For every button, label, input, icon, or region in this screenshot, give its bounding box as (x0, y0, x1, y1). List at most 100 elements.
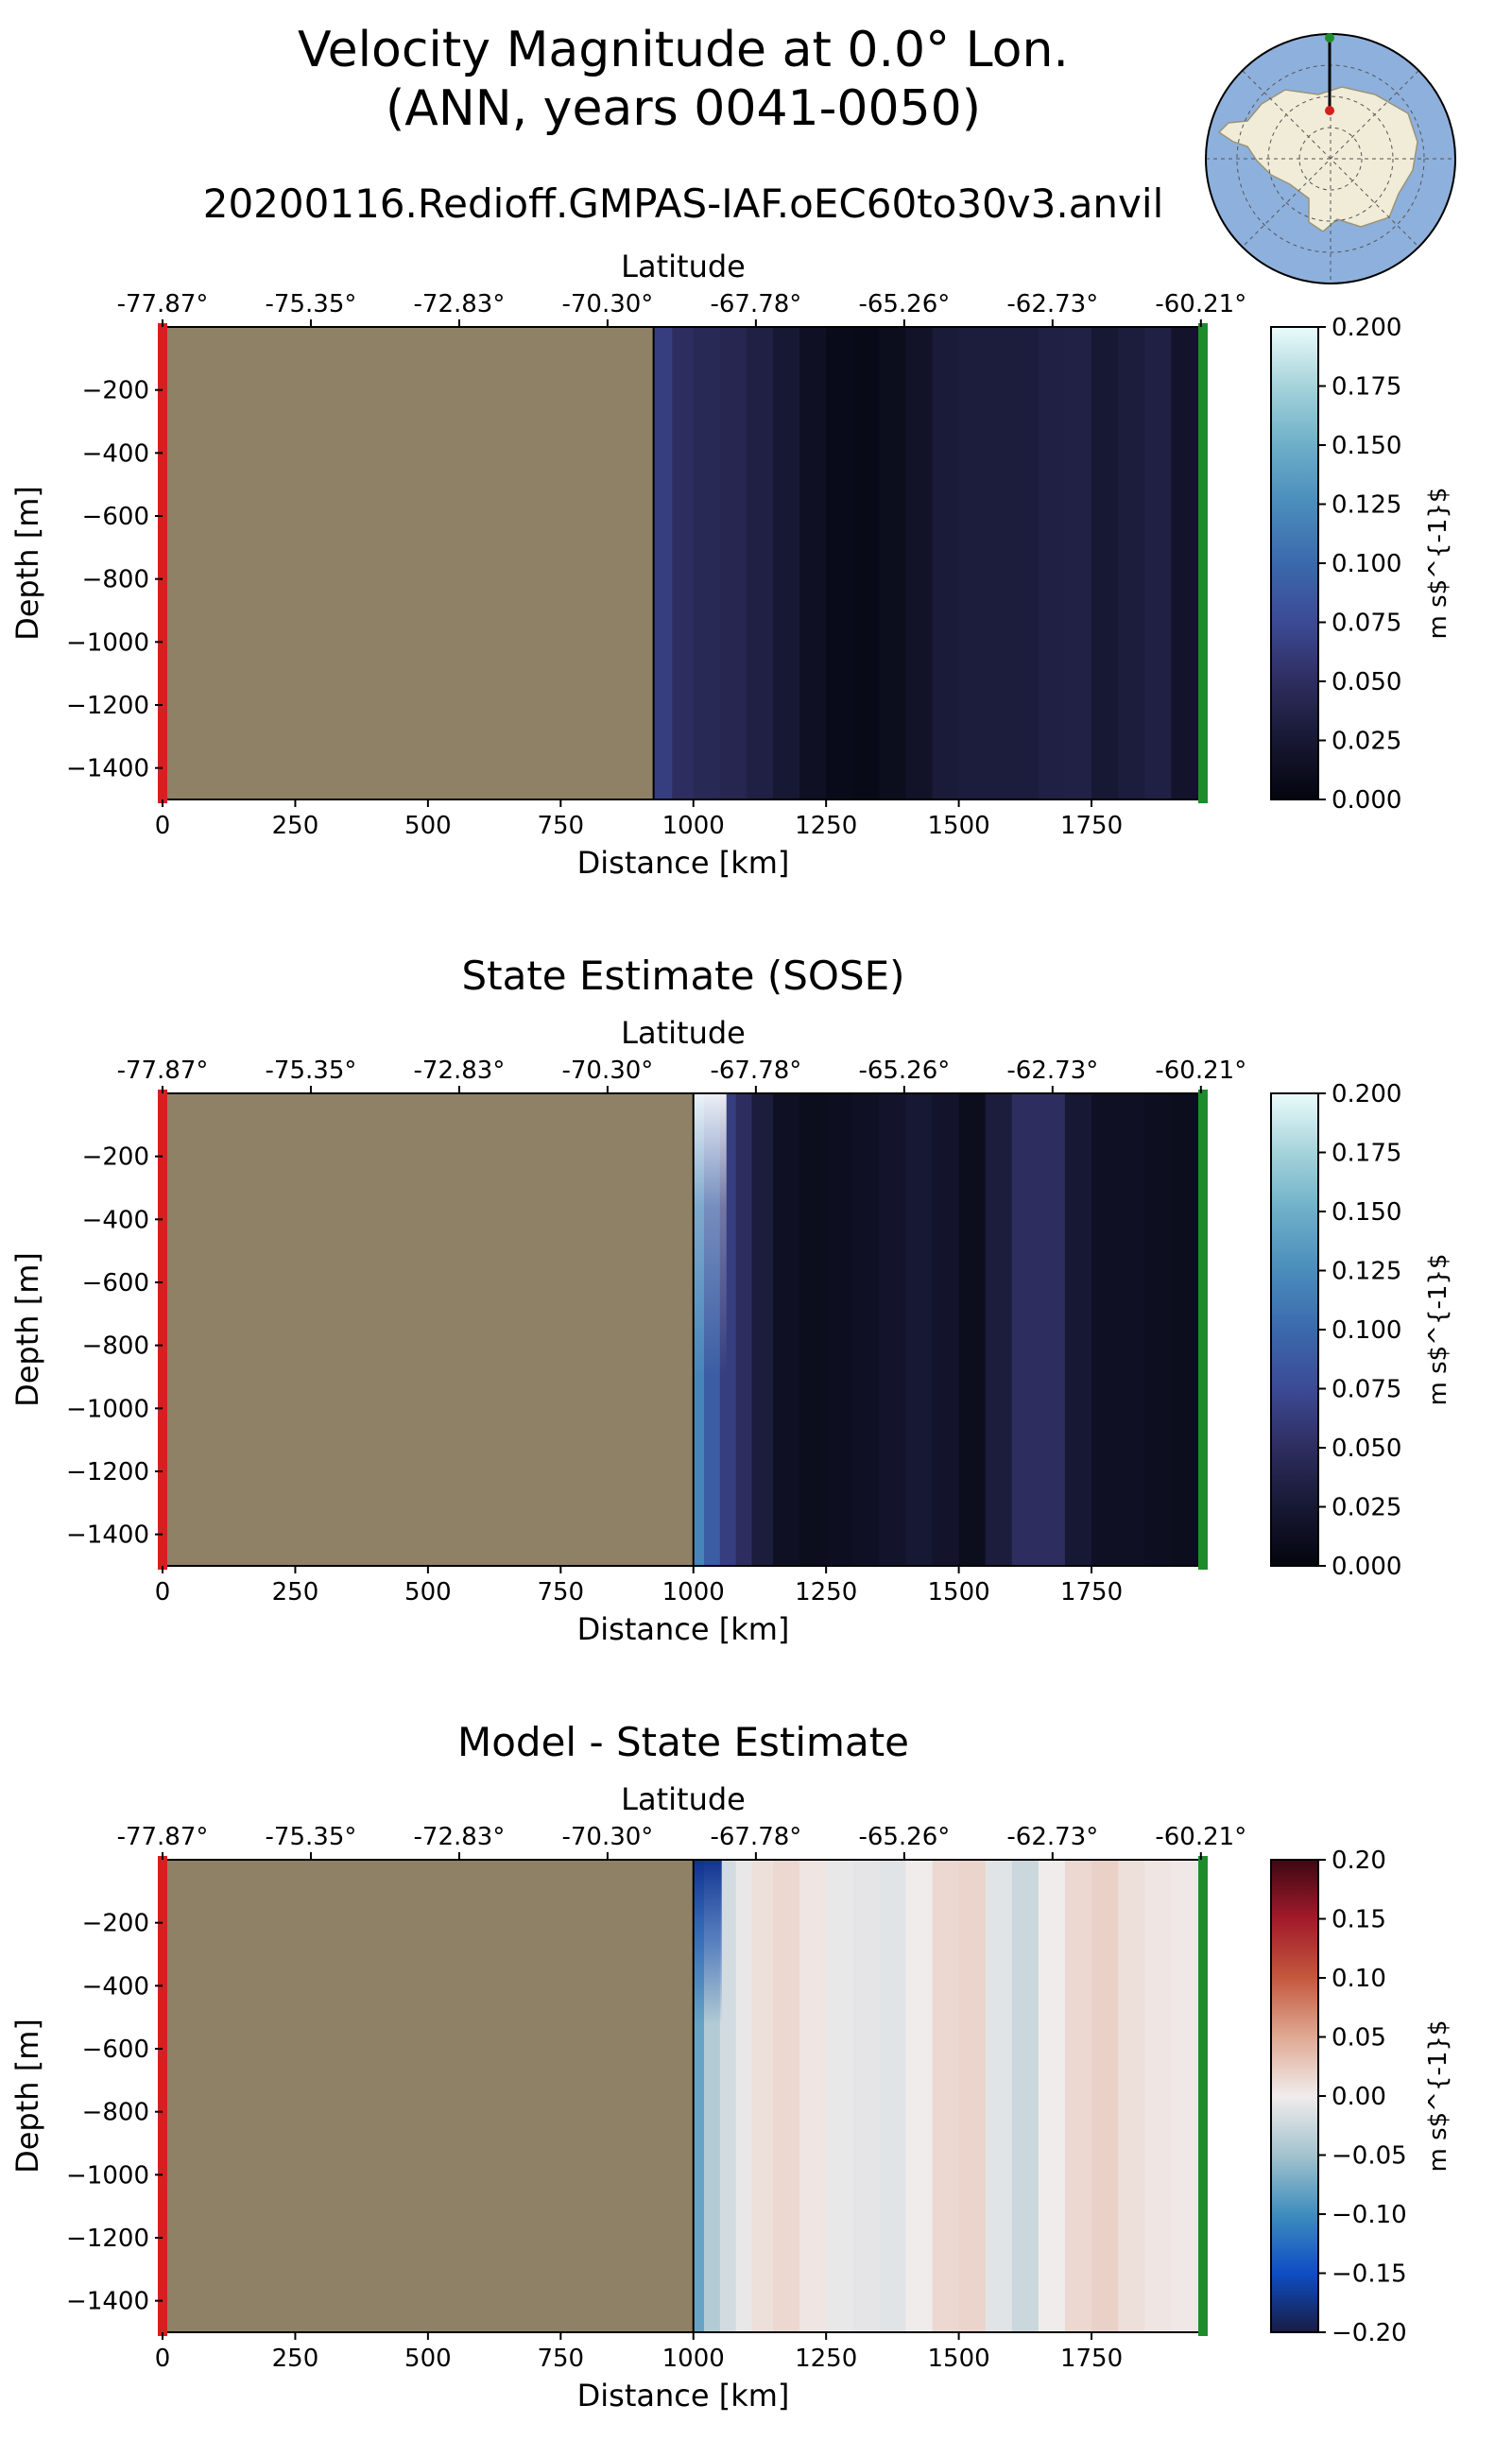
distance-tick-label: 250 (272, 1578, 319, 1606)
latitude-tick-label: -60.21° (1155, 1057, 1246, 1085)
colorbar-tick-label: −0.10 (1332, 2201, 1407, 2229)
depth-tick-label: −1000 (66, 628, 149, 657)
section-start-marker (1325, 106, 1334, 115)
distance-tick-label: 1500 (928, 1578, 990, 1606)
latitude-tick-label: -60.21° (1155, 290, 1246, 318)
section-start-bar (158, 1090, 167, 1570)
coastal-jet-difference (693, 1860, 722, 2025)
depth-axis-label: Depth [m] (9, 2019, 45, 2174)
field-column (905, 1860, 934, 2332)
latitude-tick-label: -67.78° (710, 1823, 801, 1851)
field-column (879, 327, 907, 799)
field-column (799, 327, 827, 799)
field-column (672, 327, 695, 799)
section-end-marker (1325, 33, 1334, 43)
distance-tick-label: 1250 (795, 1578, 857, 1606)
colorbar-gradient (1270, 1859, 1319, 2333)
field-column (985, 1093, 1013, 1566)
depth-tick-label: −600 (82, 503, 149, 531)
field-column (905, 1093, 934, 1566)
depth-tick-label: −200 (82, 377, 149, 405)
colorbar-gradient (1270, 1092, 1319, 1567)
distance-tick-label: 1000 (662, 2345, 725, 2373)
distance-tick-label: 0 (155, 812, 171, 840)
colorbar-tick-label: 0.025 (1332, 728, 1401, 756)
latitude-tick-label: -70.30° (561, 290, 653, 318)
panel-model: Latitude -77.87° -75.35° -72.83° -70.30° -67.… (9, 249, 1452, 881)
field-column (1011, 327, 1040, 799)
depth-axis-label: Depth [m] (9, 486, 45, 641)
latitude-axis-label: Latitude (621, 249, 746, 284)
field-column (879, 1860, 907, 2332)
field-column (1091, 1093, 1119, 1566)
field-column (826, 1093, 853, 1566)
panel-title: State Estimate (SOSE) (461, 953, 904, 999)
field-column (1144, 1860, 1172, 2332)
distance-tick-label: 1500 (928, 812, 990, 840)
run-name: 20200116.Redioff.GMPAS-IAF.oEC60to30v3.a… (203, 180, 1164, 227)
depth-tick-label: −600 (82, 2036, 149, 2064)
distance-tick-label: 500 (404, 1578, 452, 1606)
field-column (1171, 1093, 1204, 1566)
colorbar-tick-label: 0.050 (1332, 1435, 1401, 1463)
colorbar-tick-label: 0.125 (1332, 1258, 1401, 1286)
graticule (1206, 34, 1455, 284)
field-column (905, 327, 934, 799)
field-column (1118, 1093, 1145, 1566)
latitude-tick-label: -72.83° (414, 1057, 506, 1085)
latitude-tick-label: -60.21° (1155, 1823, 1246, 1851)
colorbar-tick-label: 0.100 (1332, 550, 1401, 578)
depth-tick-label: −1400 (66, 1521, 149, 1550)
section-end-bar (1198, 323, 1208, 803)
distance-axis-label: Distance [km] (577, 1611, 790, 1647)
colorbar-tick-label: 0.200 (1332, 314, 1401, 342)
field-column (1064, 1093, 1092, 1566)
depth-tick-label: −400 (82, 439, 149, 468)
field-column (1038, 1093, 1066, 1566)
colorbar-tick-label: 0.15 (1332, 1906, 1386, 1934)
field-column (852, 1093, 880, 1566)
colorbar-tick-label: −0.20 (1332, 2319, 1407, 2347)
land-mask (163, 327, 654, 799)
distance-tick-label: 250 (272, 812, 319, 840)
distance-tick-label: 250 (272, 2345, 319, 2373)
colorbar-tick-label: 0.000 (1332, 1553, 1401, 1581)
distance-tick-label: 1000 (662, 1578, 725, 1606)
depth-tick-label: −800 (82, 2099, 149, 2127)
distance-axis-label: Distance [km] (577, 2378, 790, 2414)
field-column (751, 1093, 774, 1566)
colorbar-tick-label: 0.150 (1332, 432, 1401, 460)
latitude-tick-label: -70.30° (561, 1823, 653, 1851)
distance-tick-label: 1250 (795, 812, 857, 840)
latitude-tick-label: -65.26° (858, 1823, 950, 1851)
depth-tick-label: −1400 (66, 2288, 149, 2316)
land-mask (163, 1860, 694, 2332)
section-end-bar (1198, 1090, 1208, 1570)
depth-tick-label: −1400 (66, 755, 149, 783)
field-column (1064, 1860, 1092, 2332)
latitude-tick-label: -75.35° (266, 290, 357, 318)
latitude-tick-label: -75.35° (266, 1057, 357, 1085)
distance-tick-label: 0 (155, 2345, 171, 2373)
field-column (735, 1860, 753, 2332)
colorbar-tick-label: −0.15 (1332, 2260, 1407, 2289)
figure-title-line1: Velocity Magnitude at 0.0° Lon. (298, 22, 1069, 78)
distance-tick-label: 500 (404, 2345, 452, 2373)
field-column (772, 327, 800, 799)
latitude-tick-label: -75.35° (266, 1823, 357, 1851)
distance-tick-label: 1250 (795, 2345, 857, 2373)
latitude-tick-label: -70.30° (561, 1057, 653, 1085)
colorbar-tick-label: 0.025 (1332, 1494, 1401, 1522)
colorbar: 0.20 0.15 0.10 0.05 0.00 −0.05 −0.10 −0.15 −0.20… (1270, 1847, 1452, 2347)
colorbar-tick-label: 0.150 (1332, 1198, 1401, 1227)
colorbar-tick-label: 0.00 (1332, 2083, 1386, 2111)
field-column (852, 1860, 880, 2332)
colorbar-gradient (1270, 326, 1319, 800)
field-column (719, 327, 747, 799)
depth-tick-label: −1000 (66, 1395, 149, 1423)
distance-tick-label: 0 (155, 1578, 171, 1606)
colorbar-tick-label: 0.075 (1332, 1376, 1401, 1404)
field-column (932, 327, 960, 799)
depth-tick-label: −1200 (66, 1458, 149, 1486)
section-start-bar (158, 323, 167, 803)
